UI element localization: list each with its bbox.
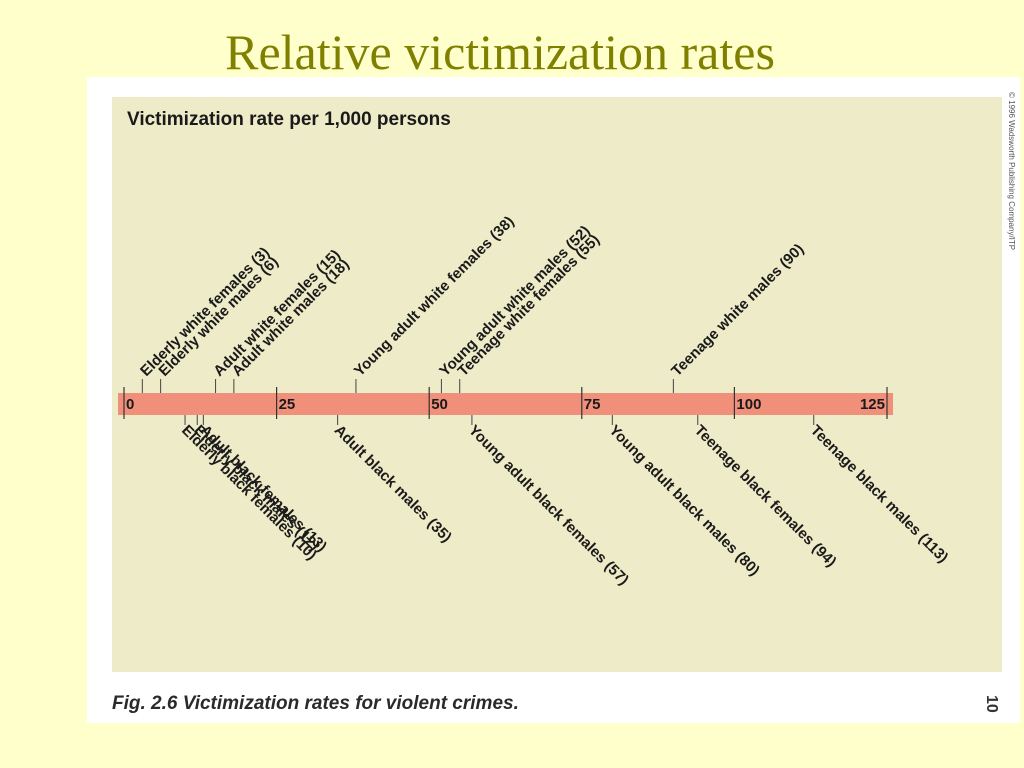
figure-panel: Victimization rate per 1,000 persons 0 25… (87, 77, 1020, 723)
figure-caption: Fig. 2.6 Victimization rates for violent… (112, 693, 519, 714)
copyright-notice: © 1996 Wadsworth Publishing Company/ITP (1007, 92, 1016, 251)
slide-title: Relative victimization rates (225, 24, 775, 80)
chart-title: Victimization rate per 1,000 persons (127, 109, 451, 130)
axis-bar (118, 393, 893, 415)
tick-label: 75 (584, 396, 601, 413)
page-number: 10 (983, 695, 1000, 713)
chart-background (112, 97, 1002, 672)
tick-label: 25 (279, 396, 296, 413)
victimization-chart: Victimization rate per 1,000 persons 0 25… (112, 97, 1002, 672)
tick-label: 125 (860, 396, 885, 413)
tick-label: 50 (431, 396, 448, 413)
tick-label: 0 (126, 396, 134, 413)
tick-label: 100 (736, 396, 761, 413)
